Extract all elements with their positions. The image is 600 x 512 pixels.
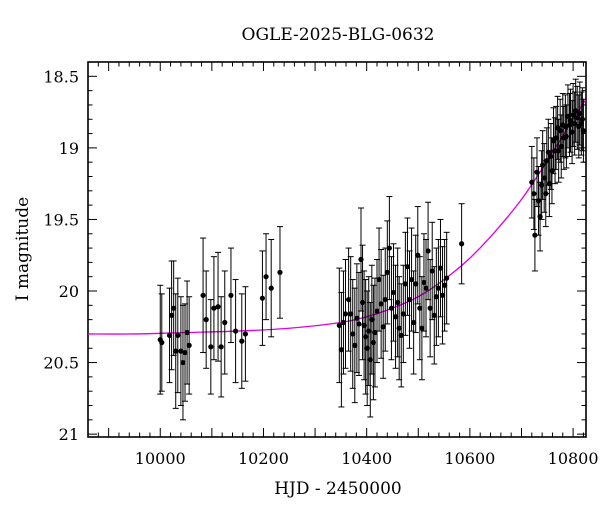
x-tick-labels: 10000 10200 10400 10600 10800 xyxy=(135,449,599,468)
data-point xyxy=(380,324,386,330)
data-point xyxy=(159,339,165,346)
data-point xyxy=(342,311,349,317)
data-point xyxy=(208,344,214,350)
x-tick-label: 10200 xyxy=(238,449,289,468)
axis-ticks xyxy=(88,61,586,437)
data-point xyxy=(396,325,402,331)
data-point xyxy=(382,296,388,303)
data-point xyxy=(531,191,537,197)
data-point xyxy=(390,289,397,296)
data-point xyxy=(386,245,392,251)
data-point xyxy=(354,315,360,321)
data-point xyxy=(336,322,342,328)
data-point xyxy=(378,301,384,307)
y-tick-label: 20.5 xyxy=(43,354,79,373)
data-point xyxy=(398,332,404,338)
data-point xyxy=(392,314,399,320)
y-tick-label: 21 xyxy=(59,425,79,444)
data-point xyxy=(569,129,575,135)
data-point xyxy=(423,285,429,291)
data-point xyxy=(178,348,184,354)
data-point xyxy=(348,311,354,317)
data-point xyxy=(459,241,465,247)
data-point xyxy=(421,279,427,286)
data-point xyxy=(211,305,217,311)
data-point xyxy=(374,308,380,314)
data-point xyxy=(173,348,179,354)
y-tick-label: 20 xyxy=(59,282,79,301)
data-point xyxy=(404,264,411,270)
data-point xyxy=(580,128,587,134)
data-point xyxy=(406,296,413,303)
data-point xyxy=(441,282,448,288)
data-point xyxy=(427,305,433,311)
data-point xyxy=(222,319,228,326)
data-point xyxy=(431,312,437,318)
data-point xyxy=(419,325,425,331)
y-tick-label: 19.5 xyxy=(43,210,79,229)
data-point xyxy=(338,347,344,353)
data-point xyxy=(532,232,538,238)
data-point xyxy=(184,329,190,336)
data-point xyxy=(388,305,395,311)
data-point xyxy=(425,248,431,254)
y-tick-labels: 18.5 19 19.5 20 20.5 21 xyxy=(43,67,79,444)
data-point xyxy=(242,331,248,337)
data-point xyxy=(350,331,356,337)
x-tick-label: 10800 xyxy=(548,449,599,468)
data-point xyxy=(356,321,362,327)
data-point xyxy=(232,328,239,334)
data-point xyxy=(218,344,224,350)
data-point xyxy=(215,304,221,310)
y-tick-label: 19 xyxy=(59,139,79,158)
data-point xyxy=(277,269,283,276)
data-point xyxy=(417,305,423,311)
data-point xyxy=(402,281,408,287)
data-point xyxy=(439,292,446,298)
data-point xyxy=(529,179,535,185)
data-point xyxy=(182,349,188,356)
data-point xyxy=(346,296,352,303)
data-point xyxy=(259,295,266,301)
data-point xyxy=(539,182,545,188)
data-point xyxy=(579,116,585,122)
data-point xyxy=(411,319,417,326)
y-tick-label: 18.5 xyxy=(43,67,79,86)
data-point xyxy=(166,332,173,338)
data-point xyxy=(186,342,192,348)
data-point xyxy=(408,276,415,283)
data-point xyxy=(175,332,181,338)
data-point xyxy=(352,342,358,348)
data-point xyxy=(171,305,177,311)
x-axis-label: HJD - 2450000 xyxy=(274,479,402,499)
data-point xyxy=(239,338,245,344)
data-point xyxy=(376,276,382,283)
x-tick-label: 10400 xyxy=(341,449,392,468)
data-point xyxy=(433,294,439,300)
x-tick-label: 10000 xyxy=(135,449,186,468)
data-point xyxy=(413,281,419,287)
data-point xyxy=(429,268,435,274)
data-point xyxy=(200,292,206,298)
data-point xyxy=(203,317,209,323)
data-point xyxy=(548,153,554,160)
data-point xyxy=(384,269,390,276)
chart-title: OGLE-2025-BLG-0632 xyxy=(242,25,435,45)
data-point xyxy=(437,265,444,271)
data-point xyxy=(268,285,274,291)
data-point xyxy=(444,275,450,281)
data-point xyxy=(557,128,563,134)
data-point xyxy=(263,274,269,280)
model-curve xyxy=(87,98,587,335)
data-point xyxy=(169,312,175,318)
data-point xyxy=(435,285,442,291)
data-point xyxy=(180,359,186,366)
x-tick-label: 10600 xyxy=(444,449,495,468)
y-axis-label: I magnitude xyxy=(13,197,33,301)
plot-frame xyxy=(87,61,587,438)
data-points xyxy=(157,78,587,421)
data-point xyxy=(340,319,347,326)
data-point xyxy=(228,292,234,298)
